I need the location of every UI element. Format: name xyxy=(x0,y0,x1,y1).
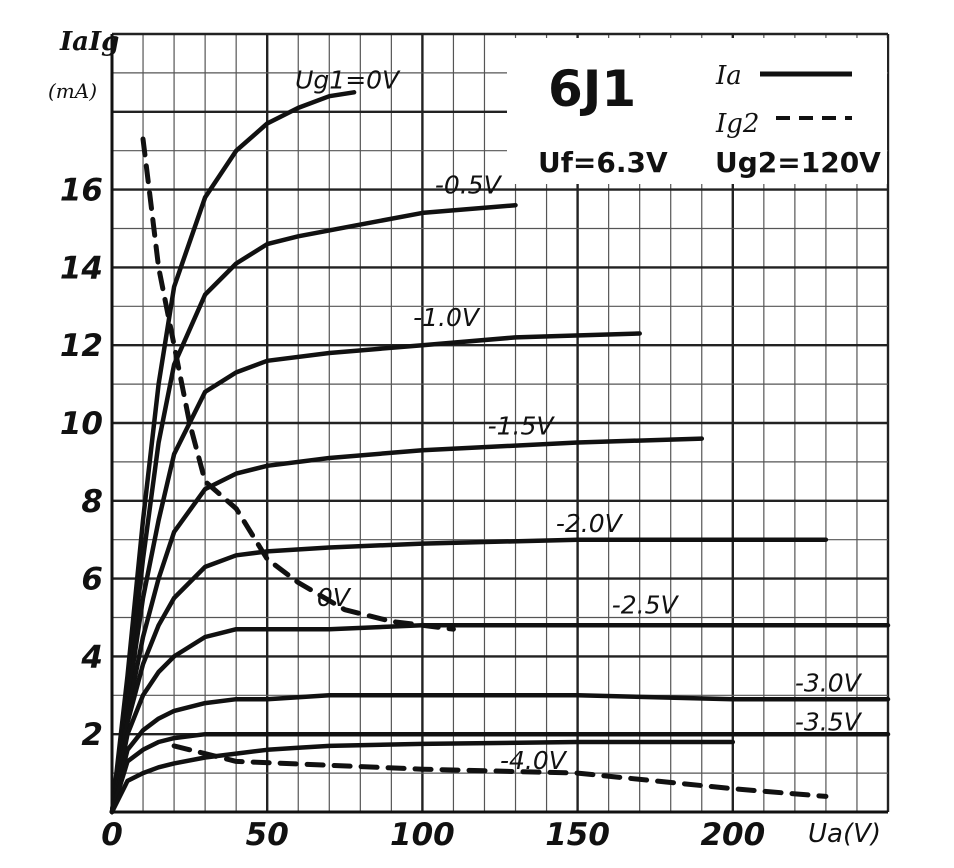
ia-curve-2-0v xyxy=(109,537,829,815)
ia-curve-3-5v xyxy=(109,731,891,815)
curve-label-ia-ug1-0v: Ug1=0V xyxy=(295,65,401,94)
y-axis-label: IaIg xyxy=(59,27,119,57)
curve-label-ia-3-5v: -3.5V xyxy=(795,707,863,736)
ia-curve-4-0v xyxy=(109,739,736,815)
legend-label-ig2: Ig2 xyxy=(715,109,759,139)
y-tick-label: 2 xyxy=(81,717,103,753)
y-tick-label: 16 xyxy=(60,173,103,209)
x-tick-label: 50 xyxy=(246,817,289,853)
curve-label-ia-4-0v: -4.0V xyxy=(500,746,568,775)
chart-title: 6J1 xyxy=(548,60,636,118)
ia-curve-2-5v xyxy=(109,623,891,815)
ia-curve-ug1-0v xyxy=(109,90,357,815)
y-tick-label: 4 xyxy=(80,639,103,675)
x-tick-label: 200 xyxy=(700,817,765,853)
title-block xyxy=(507,38,887,184)
ia-curve-1-0v xyxy=(109,331,642,815)
ia-curve-0-5v xyxy=(109,202,518,815)
filament-voltage: Uf=6.3V xyxy=(538,146,668,179)
x-tick-label: 150 xyxy=(545,817,610,853)
y-tick-label: 10 xyxy=(60,406,103,442)
y-tick-label: 8 xyxy=(81,484,103,520)
x-tick-label: 0 xyxy=(101,817,123,853)
y-tick-labels: 2 4 6 8 10 12 14 16 xyxy=(60,173,103,754)
legend: Ia Ig2 xyxy=(715,61,852,139)
curve-label-ia-3-0v: -3.0V xyxy=(795,668,863,697)
curve-label-ig2-0v: 0V xyxy=(317,583,352,612)
curve-label-ia-2-5v: -2.5V xyxy=(612,591,680,620)
legend-label-ia: Ia xyxy=(715,61,742,91)
x-axis-label: Ua(V) xyxy=(808,819,881,849)
ig2-curve-0v xyxy=(140,136,456,632)
y-tick-label: 12 xyxy=(60,328,103,364)
ia-curve-1-5v xyxy=(109,436,705,815)
curve-labels: Ug1=0V -0.5V -1.0V -1.5V -2.0V -2.5V -3.0V -3.5… xyxy=(295,65,863,775)
ig2-curve-4-0v xyxy=(171,743,829,799)
y-tick-label: 14 xyxy=(60,250,103,286)
x-tick-label: 100 xyxy=(390,817,455,853)
ia-curve-3-0v xyxy=(109,693,891,815)
anode-current-curves xyxy=(109,90,891,815)
screen-voltage: Ug2=120V xyxy=(715,146,881,179)
curve-label-ia-0-5v: -0.5V xyxy=(435,170,503,199)
screen-current-curves xyxy=(140,136,829,799)
y-axis-unit: (mA) xyxy=(48,79,97,103)
curve-label-ia-2-0v: -2.0V xyxy=(556,509,624,538)
y-tick-label: 6 xyxy=(81,562,103,598)
x-tick-labels: 0 50 100 150 200 xyxy=(101,817,765,853)
curve-label-ia-1-5v: -1.5V xyxy=(488,412,556,441)
curve-label-ia-1-0v: -1.0V xyxy=(413,303,481,332)
